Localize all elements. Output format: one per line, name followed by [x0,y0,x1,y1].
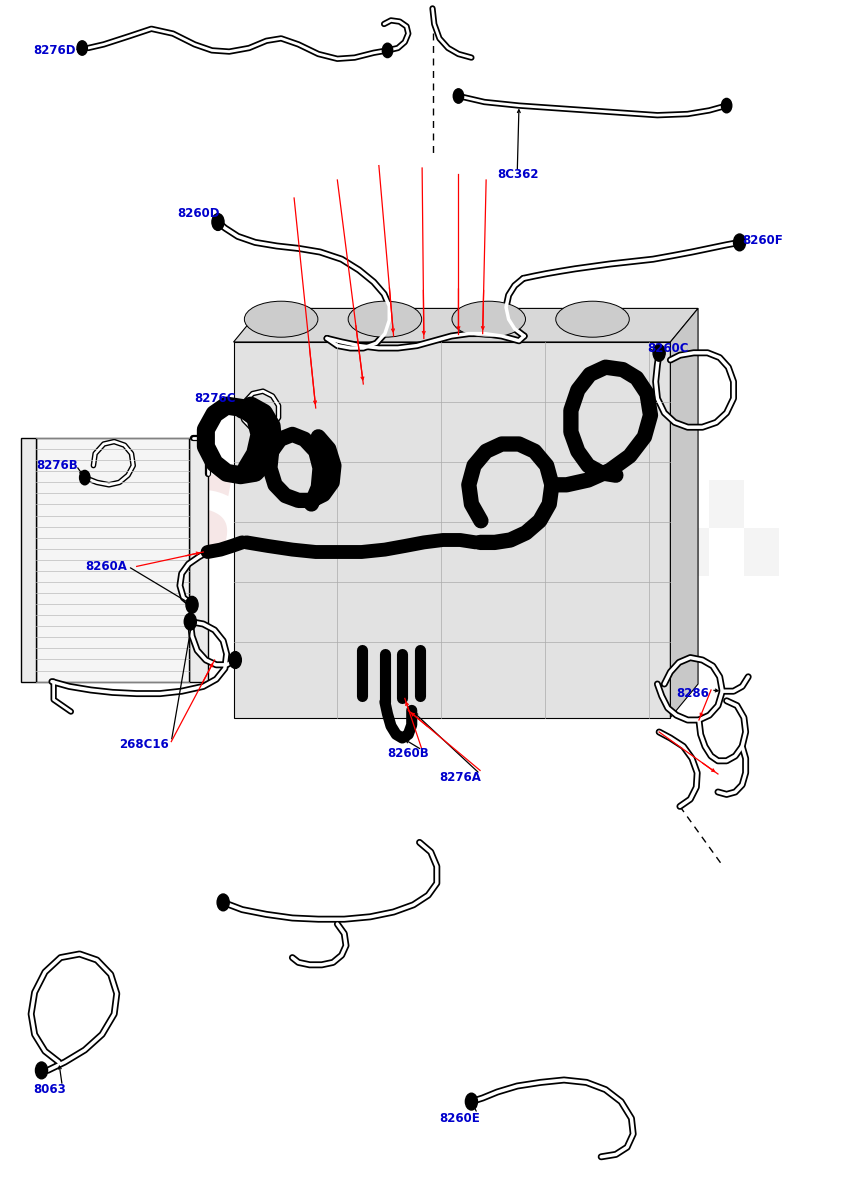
Circle shape [382,43,393,58]
Circle shape [721,98,732,113]
FancyBboxPatch shape [21,438,36,682]
Text: 8276B: 8276B [36,460,78,472]
Ellipse shape [556,301,630,337]
Circle shape [229,652,241,668]
Bar [36,438,189,682]
Polygon shape [234,342,670,718]
Circle shape [453,89,464,103]
Circle shape [186,596,198,613]
Text: 8260A: 8260A [85,560,126,572]
Ellipse shape [245,301,318,337]
Bar [675,480,709,528]
Circle shape [465,1093,477,1110]
Text: SCUD: SCUD [156,473,509,583]
Polygon shape [670,308,698,718]
Ellipse shape [452,301,526,337]
Bar [709,480,744,528]
Circle shape [734,234,746,251]
Bar [675,528,709,576]
Text: 8063: 8063 [33,1084,66,1096]
Circle shape [184,613,196,630]
Text: 8C362: 8C362 [497,168,539,180]
Circle shape [212,214,224,230]
Text: 8276D: 8276D [33,44,75,56]
Circle shape [217,894,229,911]
Text: 8260C: 8260C [647,342,689,354]
Text: 8260F: 8260F [742,234,783,246]
Circle shape [653,344,665,361]
Circle shape [77,41,87,55]
Text: 8276A: 8276A [439,772,481,784]
Ellipse shape [348,301,422,337]
Text: 8260D: 8260D [177,208,220,220]
Text: c   r: c r [69,586,176,638]
Circle shape [235,403,246,418]
Text: 8276C: 8276C [195,392,236,404]
Text: 268C16: 268C16 [119,738,170,750]
Bar [744,480,778,528]
Circle shape [80,470,90,485]
Bar [744,528,778,576]
Text: 8260E: 8260E [439,1112,480,1124]
Text: 8260B: 8260B [388,748,429,760]
Text: 8286: 8286 [676,688,709,700]
FancyBboxPatch shape [189,438,208,682]
Polygon shape [234,308,698,342]
Circle shape [35,1062,48,1079]
Bar [709,528,744,576]
